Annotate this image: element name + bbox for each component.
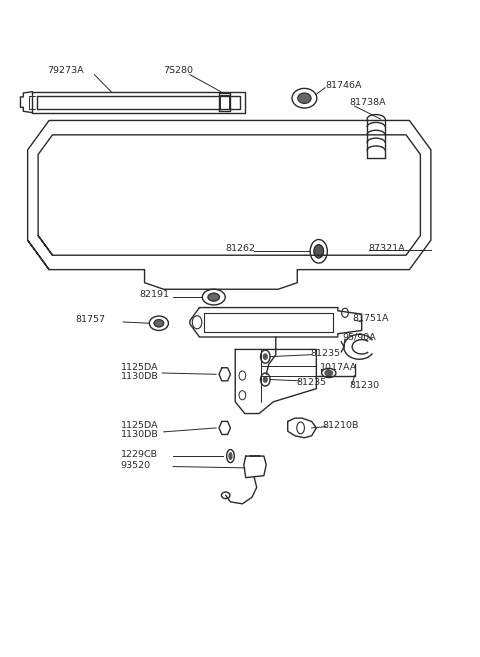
Ellipse shape	[325, 371, 333, 376]
Text: 1130DB: 1130DB	[120, 372, 158, 381]
Ellipse shape	[229, 453, 232, 459]
Text: 81235: 81235	[311, 349, 341, 358]
Text: 1229CB: 1229CB	[120, 449, 158, 459]
Text: 82191: 82191	[140, 290, 170, 299]
Text: 1125DA: 1125DA	[120, 421, 158, 430]
Text: 81230: 81230	[350, 381, 380, 390]
Circle shape	[264, 377, 267, 382]
Text: 81262: 81262	[226, 244, 256, 253]
Text: 1017AA: 1017AA	[320, 363, 358, 373]
Circle shape	[264, 354, 267, 359]
Text: 95/90A: 95/90A	[343, 332, 376, 342]
Ellipse shape	[154, 320, 164, 327]
Text: 81738A: 81738A	[350, 99, 386, 107]
Text: 7S280: 7S280	[164, 66, 193, 75]
Text: 81235: 81235	[296, 378, 326, 387]
Text: 81746A: 81746A	[325, 81, 361, 89]
Text: 81210B: 81210B	[322, 421, 359, 430]
Text: 1130DB: 1130DB	[120, 430, 158, 439]
Text: 81757: 81757	[75, 315, 105, 325]
Text: 93520: 93520	[120, 461, 151, 470]
Text: 81751A: 81751A	[352, 314, 389, 323]
Ellipse shape	[298, 93, 311, 103]
Text: 79273A: 79273A	[47, 66, 84, 75]
Text: 87321A: 87321A	[368, 244, 405, 253]
Ellipse shape	[208, 293, 219, 301]
Text: 1125DA: 1125DA	[120, 363, 158, 373]
Circle shape	[314, 245, 324, 258]
